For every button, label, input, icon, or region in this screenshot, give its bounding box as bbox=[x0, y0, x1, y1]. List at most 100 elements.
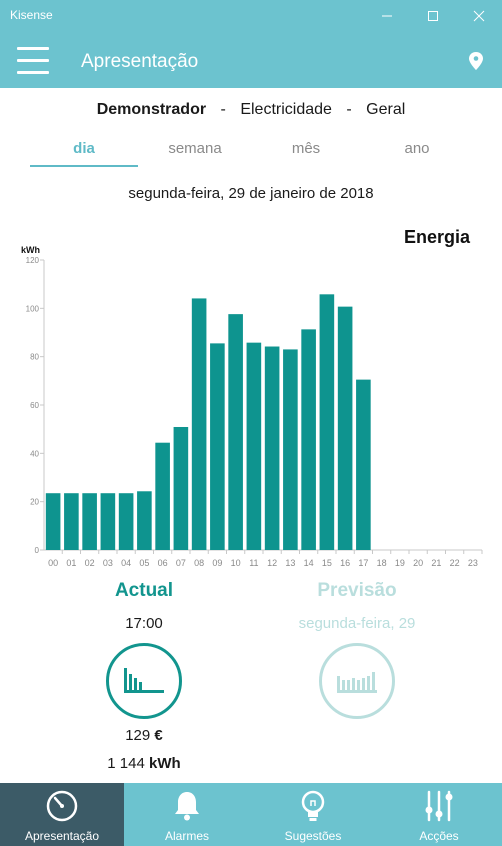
x-tick-label: 08 bbox=[194, 558, 204, 568]
x-tick-label: 00 bbox=[48, 558, 58, 568]
actual-energy-value: 1 144 bbox=[107, 755, 145, 772]
tab-year-label: ano bbox=[404, 140, 430, 157]
actual-cost-value: 129 bbox=[125, 727, 151, 744]
x-tick-label: 09 bbox=[212, 558, 222, 568]
tab-month-label: mês bbox=[291, 140, 321, 157]
bar bbox=[246, 342, 262, 550]
bar bbox=[356, 379, 371, 550]
sliders-icon bbox=[425, 790, 453, 822]
bar bbox=[283, 349, 298, 550]
nav-alarms[interactable]: Alarmes bbox=[125, 783, 249, 846]
x-tick-label: 05 bbox=[139, 558, 149, 568]
actual-panel: Actual 17:00 bbox=[64, 580, 224, 725]
forecast-label: Previsão bbox=[317, 580, 397, 601]
y-tick-label: 100 bbox=[26, 304, 40, 313]
energy-bar-chart: kWh 0 20 40 60 80 100 120 00 01 02 03 04 05 06 07 08 09 10… bbox=[21, 245, 483, 568]
nav-suggestions[interactable]: Sugestões bbox=[251, 783, 375, 846]
page-title: Apresentação bbox=[81, 51, 199, 72]
breadcrumb-site[interactable]: Demonstrador bbox=[96, 101, 207, 118]
bar bbox=[100, 493, 116, 550]
nav-overview[interactable]: Apresentação bbox=[0, 783, 124, 846]
nav-alarms-label: Alarmes bbox=[164, 829, 209, 843]
bar bbox=[228, 314, 243, 550]
bar bbox=[319, 294, 335, 550]
x-tick-label: 21 bbox=[431, 558, 441, 568]
x-tick-label: 19 bbox=[395, 558, 405, 568]
actual-time: 17:00 bbox=[125, 615, 163, 632]
location-pin-icon[interactable] bbox=[468, 52, 484, 70]
bar bbox=[264, 346, 280, 550]
chart-title: Energia bbox=[403, 227, 470, 247]
x-tick-label: 20 bbox=[413, 558, 423, 568]
breadcrumb-separator: - bbox=[346, 101, 352, 118]
x-tick-label: 11 bbox=[249, 558, 258, 568]
breadcrumb-separator: - bbox=[220, 101, 226, 118]
actual-cost: 129 € bbox=[64, 727, 224, 744]
x-tick-label: 14 bbox=[304, 558, 314, 568]
forecast-day: segunda-feira, 29 bbox=[298, 615, 416, 632]
x-tick-label: 18 bbox=[377, 558, 387, 568]
forecast-bar-chart-icon[interactable] bbox=[318, 642, 396, 720]
y-tick-label: 120 bbox=[26, 256, 40, 265]
tab-year[interactable]: ano bbox=[363, 140, 471, 157]
maximize-icon bbox=[428, 11, 438, 21]
x-tick-label: 22 bbox=[450, 558, 460, 568]
x-tick-label: 06 bbox=[158, 558, 168, 568]
x-tick-label: 23 bbox=[468, 558, 478, 568]
x-tick-label: 01 bbox=[66, 558, 76, 568]
nav-actions-label: Acções bbox=[419, 829, 459, 843]
x-tick-label: 17 bbox=[358, 558, 368, 568]
y-tick-label: 80 bbox=[30, 353, 39, 362]
breadcrumb: Demonstrador - Electricidade - Geral bbox=[0, 101, 502, 119]
minimize-icon bbox=[382, 15, 392, 17]
menu-button[interactable] bbox=[17, 46, 49, 74]
bar bbox=[210, 343, 225, 550]
close-icon bbox=[473, 10, 485, 22]
y-tick-label: 60 bbox=[30, 401, 39, 410]
forecast-panel: Previsão segunda-feira, 29 bbox=[277, 580, 437, 725]
nav-actions[interactable]: Acções bbox=[377, 783, 501, 846]
x-tick-label: 15 bbox=[322, 558, 332, 568]
selected-date[interactable]: segunda-feira, 29 de janeiro de 2018 bbox=[128, 185, 374, 202]
actual-bar-chart-icon[interactable] bbox=[105, 642, 183, 720]
nav-suggestions-label: Sugestões bbox=[284, 829, 342, 843]
bar bbox=[45, 493, 61, 550]
close-button[interactable] bbox=[456, 0, 502, 32]
actual-energy-unit: kWh bbox=[149, 755, 181, 772]
bar bbox=[64, 493, 79, 550]
bar bbox=[173, 426, 189, 550]
y-axis-unit-label: kWh bbox=[21, 245, 40, 255]
bar bbox=[191, 298, 207, 550]
x-tick-label: 02 bbox=[85, 558, 95, 568]
actual-label: Actual bbox=[114, 580, 174, 601]
x-tick-label: 07 bbox=[176, 558, 186, 568]
tab-month[interactable]: mês bbox=[252, 140, 360, 157]
tab-week-label: semana bbox=[168, 140, 222, 157]
breadcrumb-scope[interactable]: Geral bbox=[366, 101, 406, 118]
window-titlebar: Kisense bbox=[0, 0, 502, 32]
window-title: Kisense bbox=[10, 8, 53, 22]
actual-energy: 1 144 kWh bbox=[64, 755, 224, 772]
x-tick-label: 13 bbox=[285, 558, 295, 568]
y-tick-label: 40 bbox=[30, 449, 39, 458]
minimize-button[interactable] bbox=[364, 0, 410, 32]
y-tick-label: 0 bbox=[35, 546, 40, 555]
x-tick-label: 04 bbox=[121, 558, 131, 568]
tab-week[interactable]: semana bbox=[141, 140, 249, 157]
bar bbox=[137, 491, 152, 550]
bottom-navigation: Apresentação Alarmes Sugestões Acçõe bbox=[0, 783, 502, 846]
breadcrumb-energy-type[interactable]: Electricidade bbox=[240, 101, 332, 118]
maximize-button[interactable] bbox=[410, 0, 456, 32]
bar bbox=[337, 306, 353, 550]
tab-active-indicator bbox=[30, 165, 138, 167]
actual-cost-unit: € bbox=[154, 727, 163, 744]
bar bbox=[301, 329, 316, 550]
tab-day[interactable]: dia bbox=[30, 140, 138, 167]
nav-overview-label: Apresentação bbox=[24, 829, 100, 843]
bell-icon bbox=[175, 792, 199, 821]
bar bbox=[155, 442, 170, 550]
gauge-icon bbox=[46, 790, 78, 822]
bar bbox=[118, 493, 134, 550]
period-tabs: dia semana mês ano bbox=[30, 140, 474, 168]
bar bbox=[82, 493, 97, 550]
